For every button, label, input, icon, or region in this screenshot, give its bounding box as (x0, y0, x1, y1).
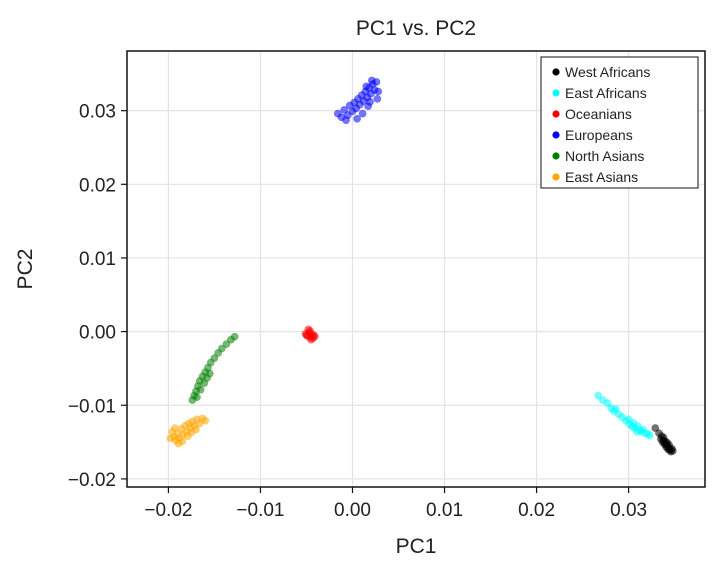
legend-label: North Asians (565, 148, 644, 164)
x-tick-label: 0.01 (426, 500, 463, 521)
y-tick-label: 0.02 (79, 175, 116, 196)
x-tick-label: 0.02 (518, 500, 555, 521)
legend-label: East Asians (565, 169, 638, 185)
data-point (178, 437, 187, 446)
legend-marker (552, 110, 560, 118)
chart-title: PC1 vs. PC2 (356, 17, 476, 40)
legend-marker (552, 131, 560, 139)
data-point (594, 391, 603, 400)
data-point (374, 87, 383, 96)
series-west-africans (651, 424, 677, 456)
y-tick-label: 0.00 (79, 323, 116, 344)
series-europeans (333, 76, 383, 125)
x-tick-label: −0.01 (236, 500, 284, 521)
series-north-asians (188, 332, 239, 404)
data-point (210, 354, 219, 363)
data-point (196, 385, 205, 394)
data-point (340, 106, 349, 114)
legend-label: East Africans (565, 85, 647, 101)
series-oceanians (301, 325, 319, 344)
x-axis-label: PC1 (396, 535, 437, 558)
data-point (205, 369, 214, 378)
legend-label: West Africans (565, 64, 650, 80)
legend-marker (552, 152, 560, 160)
data-point (342, 116, 350, 125)
series-east-asians (166, 414, 210, 448)
plot-frame (126, 50, 706, 488)
legend-marker (552, 89, 560, 97)
data-point (659, 433, 668, 442)
data-point (663, 438, 672, 447)
data-point (306, 326, 315, 335)
y-tick-label: 0.01 (79, 249, 116, 270)
x-tick-label: 0.03 (610, 500, 647, 521)
legend: West Africans East Africans Oceanians Europ… (540, 56, 699, 189)
y-axis-label: PC2 (14, 249, 37, 290)
axis-ticks: −0.02 −0.01 0.00 0.01 0.02 0.03 −0.02 −0.01 0.00… (68, 102, 647, 521)
y-tick-label: −0.02 (68, 470, 116, 491)
data-point (170, 424, 179, 432)
data-point (362, 82, 371, 91)
data-point (366, 97, 374, 106)
data-point (624, 415, 633, 424)
data-point (367, 76, 376, 85)
series-east-africans (594, 391, 654, 440)
data-point (166, 434, 175, 443)
y-tick-label: 0.03 (79, 102, 116, 123)
data-point (668, 447, 677, 455)
data-point (373, 94, 382, 103)
data-point (632, 427, 641, 436)
data-point (603, 399, 612, 407)
x-tick-label: −0.02 (144, 500, 192, 521)
data-point (222, 340, 231, 349)
data-point (310, 332, 319, 341)
y-tick-label: −0.01 (68, 396, 116, 417)
data-point (358, 109, 367, 118)
legend-marker (552, 68, 560, 76)
data-point (651, 424, 660, 432)
data-points (166, 76, 677, 456)
data-point (645, 431, 654, 440)
legend-label: Oceanians (565, 106, 632, 122)
legend-marker (552, 173, 560, 181)
data-point (230, 332, 239, 341)
data-point (193, 393, 201, 402)
x-tick-label: 0.00 (334, 500, 371, 521)
legend-label: Europeans (565, 127, 633, 143)
data-point (201, 416, 210, 425)
data-point (217, 344, 226, 353)
legend-box (540, 56, 699, 189)
data-point (353, 114, 361, 123)
data-point (192, 425, 200, 434)
